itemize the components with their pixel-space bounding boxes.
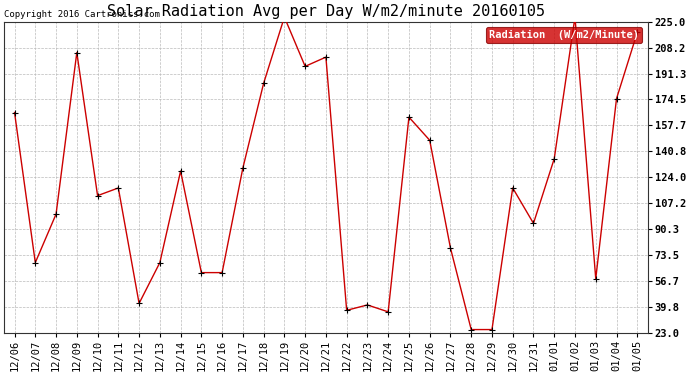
Text: Copyright 2016 Cartronics.com: Copyright 2016 Cartronics.com	[4, 10, 160, 19]
Legend: Radiation  (W/m2/Minute): Radiation (W/m2/Minute)	[486, 27, 642, 43]
Title: Solar Radiation Avg per Day W/m2/minute 20160105: Solar Radiation Avg per Day W/m2/minute …	[107, 4, 545, 19]
